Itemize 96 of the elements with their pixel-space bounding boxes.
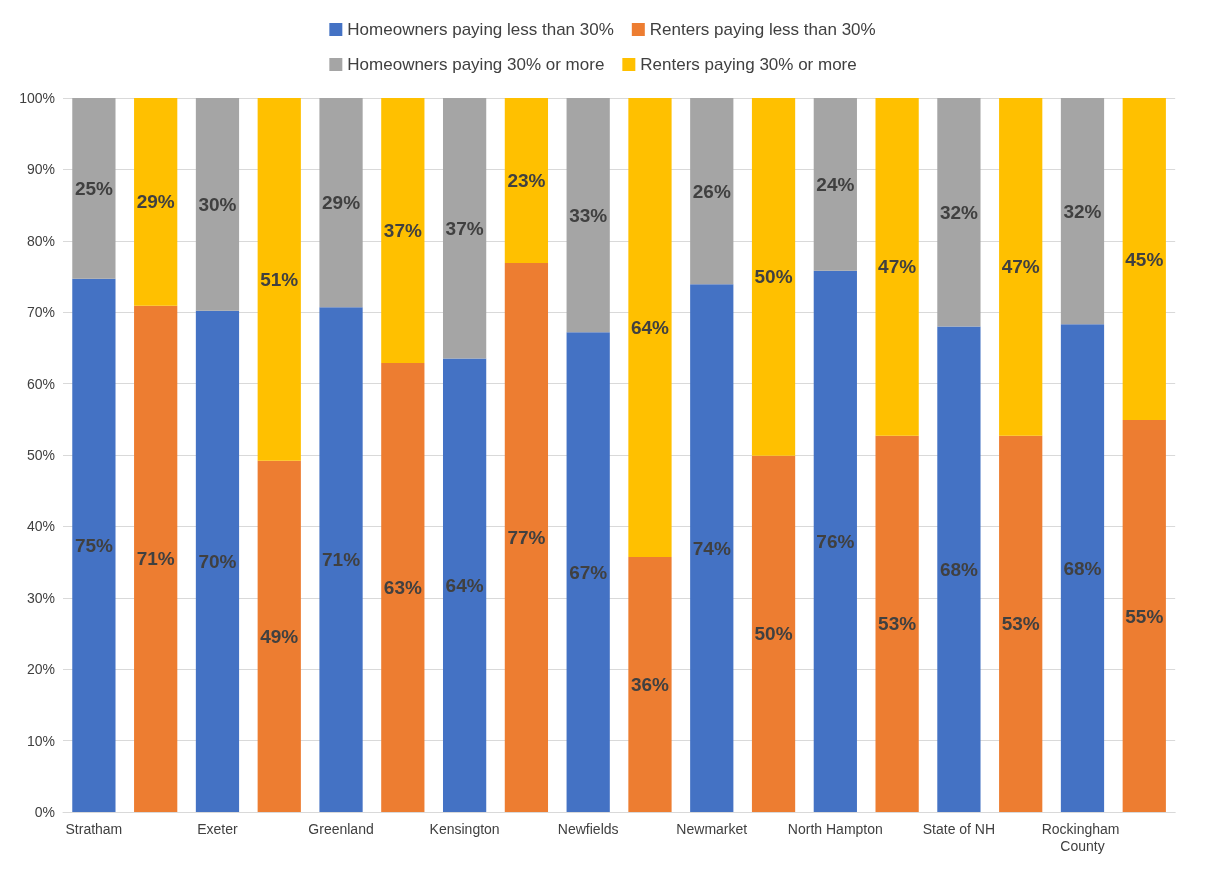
- bar: [937, 326, 981, 812]
- bar: [813, 270, 857, 812]
- data-label: 51%: [260, 268, 299, 290]
- data-label: 23%: [507, 169, 546, 191]
- data-label: 53%: [1001, 613, 1040, 635]
- data-label: 64%: [630, 317, 670, 339]
- data-label: 29%: [136, 191, 175, 213]
- bar: [257, 98, 301, 461]
- bar: [134, 305, 178, 812]
- legend-label: Homeowners paying 30% or more: [347, 55, 605, 74]
- bar: [442, 98, 487, 359]
- bar: [195, 310, 240, 812]
- data-label: 50%: [754, 266, 793, 288]
- bar: [257, 460, 301, 812]
- bar: [999, 98, 1043, 436]
- data-label: 67%: [569, 561, 608, 583]
- data-label: 37%: [445, 217, 484, 239]
- y-tick-label: 10%: [26, 732, 55, 749]
- legend-label: Renters paying 30% or more: [640, 55, 857, 74]
- x-tick-label: Newfields: [557, 820, 619, 837]
- bar: [1060, 98, 1105, 325]
- legend-label: Renters paying less than 30%: [649, 20, 876, 39]
- data-label: 55%: [1125, 605, 1164, 627]
- data-label: 77%: [507, 526, 546, 548]
- y-tick-label: 40%: [26, 518, 55, 535]
- bar: [72, 278, 116, 812]
- bar: [504, 262, 549, 812]
- data-label: 47%: [1001, 256, 1040, 278]
- bar: [566, 332, 610, 812]
- x-tick-label: Exeter: [197, 820, 239, 837]
- data-label: 74%: [692, 537, 731, 559]
- bar: [813, 98, 857, 271]
- y-tick-label: 60%: [26, 375, 55, 392]
- bar: [690, 284, 734, 812]
- bar: [628, 557, 672, 812]
- bar: [999, 435, 1043, 812]
- bar: [504, 98, 549, 263]
- data-label: 25%: [74, 177, 114, 199]
- bar: [1060, 324, 1105, 812]
- data-label: 71%: [322, 549, 361, 571]
- y-tick-label: 20%: [26, 661, 55, 678]
- data-label: 68%: [939, 558, 979, 580]
- data-label: 37%: [383, 219, 422, 241]
- bar: [442, 358, 487, 812]
- x-tick-label: Kensington: [429, 820, 500, 837]
- data-label: 68%: [1063, 557, 1102, 579]
- bar: [690, 98, 734, 285]
- bar: [1122, 98, 1166, 421]
- data-label: 71%: [136, 548, 175, 570]
- data-label: 33%: [569, 204, 608, 226]
- x-tick-label: Stratham: [65, 820, 123, 837]
- data-label: 32%: [1063, 200, 1102, 222]
- data-label: 64%: [445, 574, 484, 596]
- bar: [566, 98, 610, 333]
- bar: [381, 362, 425, 812]
- bar: [134, 98, 178, 306]
- x-tick-label: Rockingham County: [1041, 820, 1124, 854]
- bar: [875, 435, 919, 812]
- data-label: 53%: [878, 613, 917, 635]
- data-label: 36%: [630, 674, 670, 696]
- y-tick-label: 70%: [26, 304, 55, 321]
- bar: [875, 98, 919, 436]
- x-tick-label: Newmarket: [676, 820, 748, 837]
- data-label: 30%: [198, 193, 237, 215]
- x-tick-label: State of NH: [922, 820, 996, 837]
- bar: [381, 98, 425, 363]
- data-label: 70%: [198, 550, 237, 572]
- y-tick-label: 90%: [26, 161, 55, 178]
- data-label: 76%: [816, 530, 855, 552]
- data-label: 50%: [754, 623, 793, 645]
- data-label: 49%: [260, 625, 299, 647]
- legend-label: Homeowners paying less than 30%: [347, 20, 614, 39]
- bar: [937, 98, 981, 327]
- y-tick-label: 80%: [26, 232, 55, 249]
- y-tick-label: 30%: [26, 589, 55, 606]
- bar: [628, 98, 672, 558]
- x-tick-label: North Hampton: [787, 820, 883, 837]
- data-label: 45%: [1125, 248, 1164, 270]
- bar: [751, 455, 796, 812]
- bar: [1122, 420, 1166, 812]
- bar: [195, 98, 240, 311]
- bar: [72, 98, 116, 279]
- data-label: 63%: [383, 576, 422, 598]
- data-label: 24%: [816, 173, 855, 195]
- data-label: 26%: [692, 180, 731, 202]
- y-tick-label: 0%: [34, 804, 55, 820]
- y-tick-label: 50%: [26, 447, 55, 463]
- data-label: 75%: [74, 534, 114, 556]
- x-tick-label: Greenland: [308, 820, 374, 837]
- data-label: 29%: [322, 192, 361, 214]
- bar: [319, 307, 363, 812]
- y-tick-label: 100%: [19, 90, 55, 106]
- data-label: 32%: [939, 201, 979, 223]
- data-label: 47%: [878, 256, 917, 278]
- bar: [319, 98, 363, 308]
- bar: [751, 98, 796, 456]
